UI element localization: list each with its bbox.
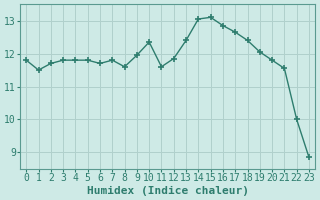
X-axis label: Humidex (Indice chaleur): Humidex (Indice chaleur) (87, 186, 249, 196)
